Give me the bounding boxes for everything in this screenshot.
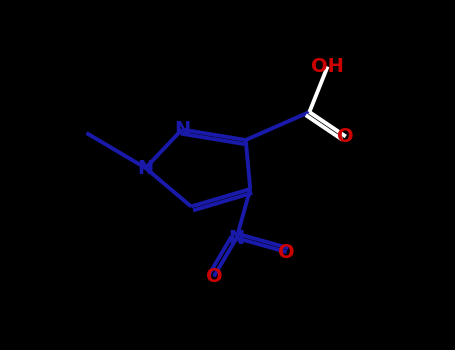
Text: O: O [278, 243, 295, 261]
Text: O: O [206, 267, 222, 286]
Text: OH: OH [311, 57, 344, 76]
Text: N: N [137, 159, 154, 177]
Text: N: N [228, 229, 245, 247]
Text: O: O [338, 127, 354, 146]
Text: N: N [174, 120, 190, 139]
